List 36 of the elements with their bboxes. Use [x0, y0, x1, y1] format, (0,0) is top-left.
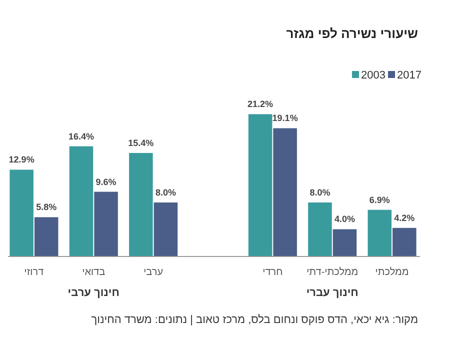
data-label: 9.6%: [96, 176, 116, 187]
chart-title: שיעורי נשירה לפי מגזר: [286, 26, 418, 41]
bar: [129, 152, 153, 256]
x-tick-label: ממלכתי-דתי: [306, 266, 358, 278]
bar: [10, 170, 34, 256]
data-label: 4.0%: [334, 214, 355, 224]
bar: [34, 217, 58, 256]
bar: [392, 228, 416, 256]
x-tick-label: דרוזי: [24, 267, 44, 278]
bar: [248, 114, 272, 256]
bar: [69, 146, 94, 256]
data-label: 5.8%: [36, 202, 57, 212]
text: מקור: גיא יכאי, הדס פוקס ונחום בלס, מרכז טאוב | נתונים: משרד החינוך: [91, 314, 418, 326]
legend-label: 2017: [397, 70, 422, 82]
x-tick-label: בדואי: [82, 267, 106, 278]
data-label: 6.9%: [369, 194, 390, 205]
text: חינוך עברי: [306, 287, 358, 299]
data-label: 8.0%: [155, 187, 176, 198]
data-label: 19.1%: [272, 113, 298, 124]
data-label: 15.4%: [128, 138, 154, 148]
data-label: 8.0%: [310, 187, 330, 198]
x-tick-label: ערבי: [144, 267, 164, 278]
legend-label: 2003: [361, 70, 386, 82]
bar: [154, 202, 178, 256]
text: חינוך ערבי: [68, 287, 120, 299]
data-label: 16.4%: [68, 131, 94, 142]
data-label: 21.2%: [248, 99, 274, 110]
bar: [332, 229, 357, 256]
data-label: 12.9%: [8, 154, 34, 165]
bar: [94, 192, 118, 256]
x-tick-label: חרדי: [262, 267, 283, 278]
data-label: 4.2%: [394, 212, 415, 223]
bar: [308, 202, 332, 256]
bar: [368, 210, 392, 256]
bar: [273, 128, 297, 256]
x-tick-label: ממלכתי: [375, 266, 409, 278]
